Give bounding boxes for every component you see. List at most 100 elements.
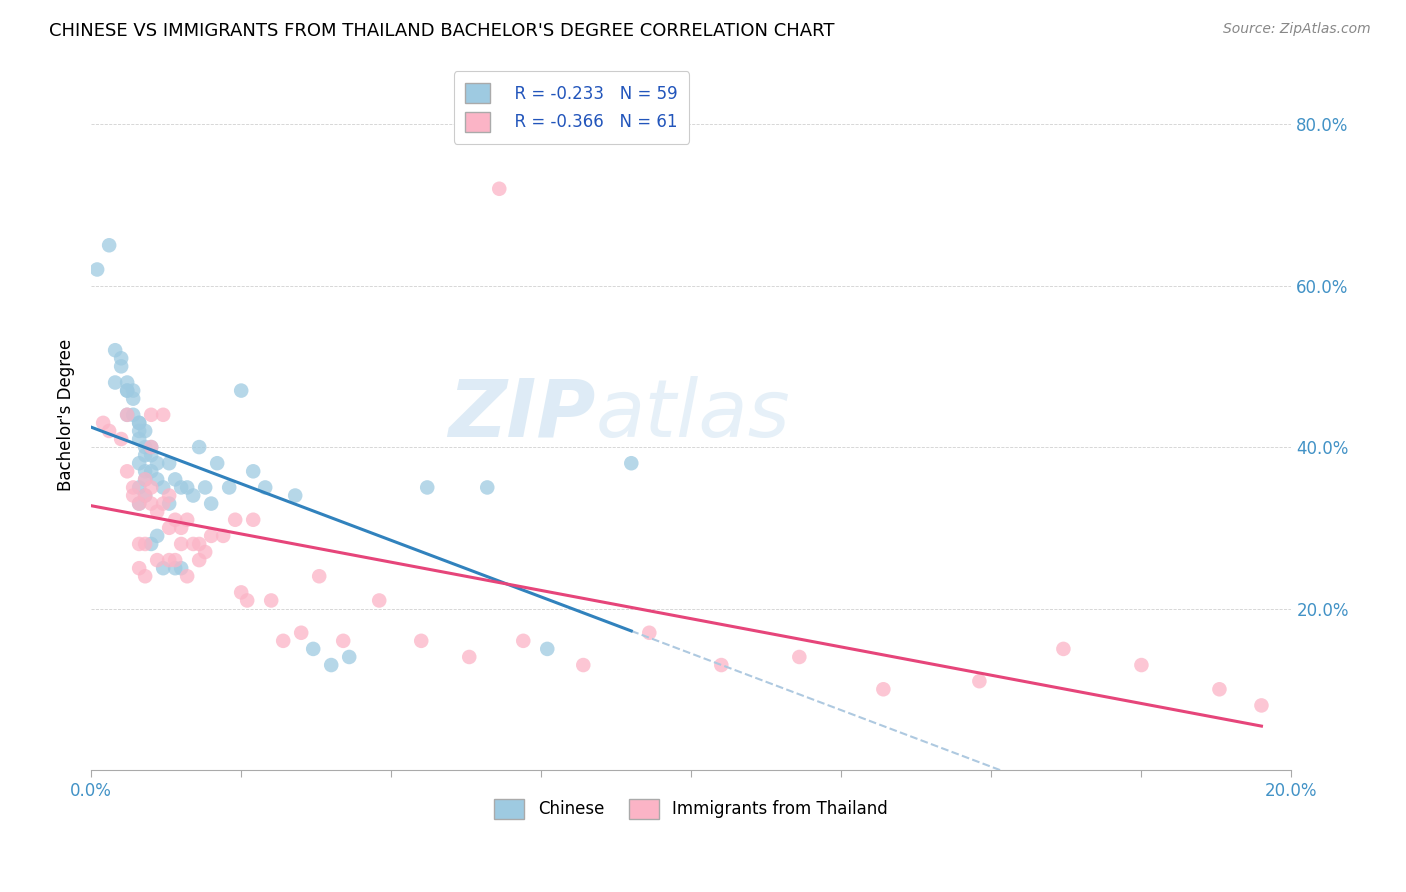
Point <box>115 408 138 422</box>
Point <box>181 489 204 503</box>
Point <box>1052 641 1074 656</box>
Point <box>141 440 163 454</box>
Point <box>128 497 150 511</box>
Point <box>620 456 643 470</box>
Point <box>165 561 187 575</box>
Text: ZIP: ZIP <box>449 376 595 454</box>
Point <box>416 480 439 494</box>
Point <box>122 408 145 422</box>
Point <box>242 513 264 527</box>
Point <box>231 585 253 599</box>
Point <box>411 633 433 648</box>
Point <box>104 376 127 390</box>
Point <box>188 440 211 454</box>
Point <box>308 569 330 583</box>
Point <box>212 529 235 543</box>
Point <box>176 569 198 583</box>
Point <box>488 182 510 196</box>
Point <box>157 553 180 567</box>
Point <box>284 489 307 503</box>
Point <box>170 480 193 494</box>
Point <box>260 593 283 607</box>
Point <box>1208 682 1230 697</box>
Point <box>91 416 114 430</box>
Legend: Chinese, Immigrants from Thailand: Chinese, Immigrants from Thailand <box>488 792 894 826</box>
Point <box>1130 658 1153 673</box>
Point <box>146 505 169 519</box>
Point <box>146 472 169 486</box>
Point <box>321 658 343 673</box>
Point <box>110 359 132 374</box>
Point <box>181 537 204 551</box>
Point <box>128 456 150 470</box>
Point <box>872 682 894 697</box>
Point <box>115 384 138 398</box>
Point <box>141 408 163 422</box>
Point <box>141 537 163 551</box>
Point <box>368 593 391 607</box>
Point <box>134 472 156 486</box>
Point <box>98 424 121 438</box>
Point <box>536 641 558 656</box>
Point <box>134 440 156 454</box>
Point <box>128 424 150 438</box>
Point <box>134 424 156 438</box>
Point <box>337 650 360 665</box>
Point <box>122 489 145 503</box>
Point <box>152 480 174 494</box>
Point <box>188 537 211 551</box>
Point <box>115 408 138 422</box>
Point <box>170 521 193 535</box>
Point <box>122 392 145 406</box>
Point <box>134 464 156 478</box>
Point <box>290 625 312 640</box>
Point <box>512 633 534 648</box>
Point <box>236 593 259 607</box>
Point <box>122 384 145 398</box>
Point <box>110 351 132 366</box>
Point <box>128 432 150 446</box>
Point <box>141 448 163 462</box>
Point <box>157 521 180 535</box>
Y-axis label: Bachelor's Degree: Bachelor's Degree <box>58 339 75 491</box>
Point <box>200 497 222 511</box>
Point <box>194 545 217 559</box>
Point <box>134 569 156 583</box>
Point <box>128 537 150 551</box>
Point <box>157 489 180 503</box>
Point <box>170 537 193 551</box>
Point <box>134 489 156 503</box>
Point <box>98 238 121 252</box>
Point <box>710 658 733 673</box>
Text: Source: ZipAtlas.com: Source: ZipAtlas.com <box>1223 22 1371 37</box>
Point <box>194 480 217 494</box>
Point <box>218 480 240 494</box>
Point <box>458 650 481 665</box>
Point <box>141 440 163 454</box>
Point <box>141 464 163 478</box>
Point <box>146 529 169 543</box>
Point <box>86 262 108 277</box>
Point <box>271 633 294 648</box>
Point <box>200 529 222 543</box>
Point <box>969 674 991 689</box>
Point <box>254 480 277 494</box>
Point <box>134 448 156 462</box>
Point <box>165 472 187 486</box>
Point <box>115 384 138 398</box>
Point <box>224 513 246 527</box>
Point <box>128 561 150 575</box>
Point <box>134 472 156 486</box>
Point <box>128 497 150 511</box>
Text: CHINESE VS IMMIGRANTS FROM THAILAND BACHELOR'S DEGREE CORRELATION CHART: CHINESE VS IMMIGRANTS FROM THAILAND BACH… <box>49 22 835 40</box>
Point <box>188 553 211 567</box>
Point <box>141 480 163 494</box>
Point <box>128 480 150 494</box>
Point <box>115 464 138 478</box>
Point <box>110 432 132 446</box>
Point <box>157 497 180 511</box>
Point <box>242 464 264 478</box>
Point <box>302 641 325 656</box>
Point <box>789 650 811 665</box>
Point <box>638 625 661 640</box>
